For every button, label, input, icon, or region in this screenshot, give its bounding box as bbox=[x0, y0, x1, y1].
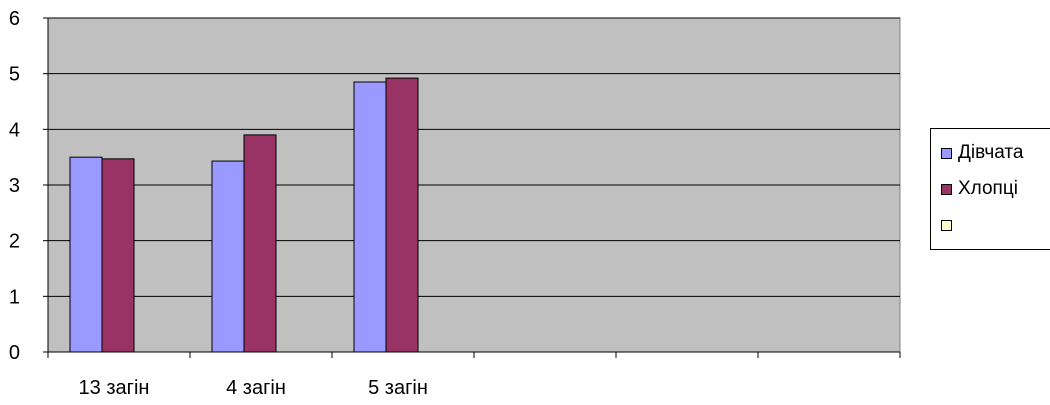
x-tick-label: 5 загін bbox=[368, 377, 428, 399]
bar bbox=[385, 77, 419, 353]
bar bbox=[69, 156, 103, 353]
y-tick-labels: 0 1 2 3 4 5 6 bbox=[9, 8, 20, 364]
bar bbox=[243, 134, 277, 353]
legend-item-2 bbox=[941, 213, 958, 237]
y-tick-label: 3 bbox=[9, 175, 20, 197]
legend-item-0: Дівчата bbox=[941, 141, 1023, 165]
x-tick-label: 4 загін bbox=[226, 377, 286, 399]
x-tick-label: 13 загін bbox=[79, 377, 150, 399]
bar bbox=[101, 158, 135, 353]
legend-swatch-2 bbox=[941, 219, 952, 231]
y-tick-label: 2 bbox=[9, 231, 20, 253]
y-tick-label: 1 bbox=[9, 286, 20, 308]
y-tick-label: 5 bbox=[9, 64, 20, 86]
bar bbox=[353, 81, 387, 353]
legend-swatch-0 bbox=[941, 147, 952, 159]
y-tick-label: 4 bbox=[9, 119, 20, 141]
legend-label-0: Дівчата bbox=[958, 142, 1024, 163]
bar bbox=[211, 160, 245, 353]
gridlines bbox=[48, 17, 900, 297]
legend-label-1: Хлопці bbox=[958, 178, 1018, 199]
legend-swatch-1 bbox=[941, 183, 952, 195]
y-tick-label: 6 bbox=[9, 8, 20, 30]
axes bbox=[43, 17, 901, 358]
bars bbox=[69, 77, 419, 353]
y-tick-label: 0 bbox=[9, 342, 20, 364]
legend-item-1: Хлопці bbox=[941, 177, 1018, 201]
x-tick-labels: 13 загін 4 загін 5 загін bbox=[79, 377, 428, 399]
legend: Дівчата Хлопці bbox=[930, 128, 1050, 250]
